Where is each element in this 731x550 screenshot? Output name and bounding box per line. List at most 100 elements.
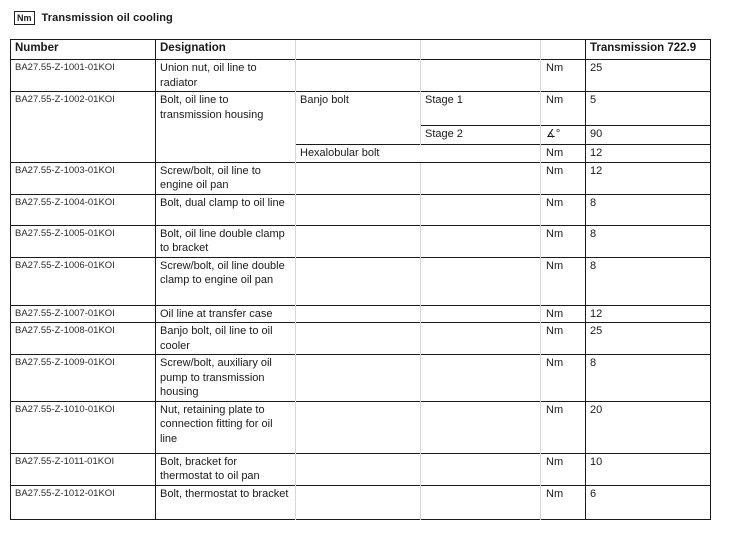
col-header-designation: Designation: [155, 39, 296, 60]
table-header-row: Number Designation Transmission 722.9: [10, 39, 711, 60]
page-title: Transmission oil cooling: [41, 12, 173, 24]
unit-cell: Nm: [540, 161, 586, 194]
designation-cell: Screw/bolt, auxiliary oil pump to transm…: [155, 354, 296, 401]
row-1003: BA27.55-Z-1003-01KOI Screw/bolt, oil lin…: [10, 161, 711, 194]
row-1002-stage2: Stage 2 ∡° 90: [11, 125, 711, 145]
torque-value-cell: 20: [585, 400, 711, 453]
col-header-transmission: Transmission 722.9: [585, 39, 711, 60]
torque-spec-table: Number Designation Transmission 722.9 BA…: [10, 39, 711, 520]
stage-cell: [420, 354, 541, 401]
subdesignation-cell: [295, 452, 421, 485]
unit-cell: Nm: [540, 256, 586, 305]
unit-cell: Nm: [540, 322, 586, 355]
designation-cell: Bolt, dual clamp to oil line: [155, 193, 296, 225]
subdesignation-cell: [295, 224, 421, 257]
part-number-cell: BA27.55-Z-1006-01KOI: [10, 256, 156, 305]
torque-value-cell: 12: [585, 144, 711, 162]
subdesignation-cell: [295, 322, 421, 355]
designation-cell: Oil line at transfer case: [155, 304, 296, 323]
part-number-cell: BA27.55-Z-1005-01KOI: [10, 224, 156, 257]
col-header-number: Number: [10, 39, 156, 60]
row-1005: BA27.55-Z-1005-01KOI Bolt, oil line doub…: [10, 224, 711, 257]
part-number-cell: BA27.55-Z-1001-01KOI: [10, 59, 156, 92]
unit-cell: Nm: [540, 144, 586, 162]
designation-cell: Screw/bolt, oil line to engine oil pan: [155, 161, 296, 194]
part-number-cell: BA27.55-Z-1011-01KOI: [10, 452, 156, 485]
subdesignation-cell: Hexalobular bolt: [295, 144, 541, 162]
subdesignation-cell: [295, 256, 421, 305]
designation-cell: Union nut, oil line to radiator: [155, 59, 296, 92]
stage-cell: [420, 224, 541, 257]
unit-cell: Nm: [540, 354, 586, 401]
row-1011: BA27.55-Z-1011-01KOI Bolt, bracket for t…: [10, 452, 711, 485]
col-header-spacer-3: [540, 39, 586, 60]
stage-cell: [420, 322, 541, 355]
torque-value-cell: 25: [585, 322, 711, 355]
part-number-cell: BA27.55-Z-1007-01KOI: [10, 304, 156, 323]
unit-cell: Nm: [540, 193, 586, 225]
unit-cell: Nm: [540, 304, 586, 323]
subdesignation-cell: [295, 59, 421, 92]
subdesignation-cell: [295, 161, 421, 194]
stage-cell: [420, 400, 541, 453]
row-1008: BA27.55-Z-1008-01KOI Banjo bolt, oil lin…: [10, 322, 711, 355]
unit-cell: Nm: [540, 400, 586, 453]
torque-value-cell: 8: [585, 193, 711, 225]
torque-value-cell: 25: [585, 59, 711, 92]
stage-cell: Stage 2: [420, 125, 541, 145]
part-number-cell: BA27.55-Z-1009-01KOI: [10, 354, 156, 401]
designation-cell: Banjo bolt, oil line to oil cooler: [155, 322, 296, 355]
torque-value-cell: 12: [585, 161, 711, 194]
torque-value-cell: 8: [585, 256, 711, 305]
part-number-cell: BA27.55-Z-1008-01KOI: [10, 322, 156, 355]
row-1007: BA27.55-Z-1007-01KOI Oil line at transfe…: [10, 304, 711, 323]
subdesignation-cell: [295, 193, 421, 225]
row-1009: BA27.55-Z-1009-01KOI Screw/bolt, auxilia…: [10, 354, 711, 401]
designation-cell: Nut, retaining plate to connection fitti…: [155, 400, 296, 453]
stage-cell: [420, 304, 541, 323]
row-1002-hexalobular: Hexalobular bolt Nm 12: [11, 144, 711, 162]
stage-cell: Stage 1: [420, 91, 541, 126]
torque-value-cell: 8: [585, 354, 711, 401]
stage-cell: [420, 452, 541, 485]
row-1002-stage1: BA27.55-Z-1002-01KOI Bolt, oil line to t…: [10, 91, 711, 162]
stage-cell: [420, 161, 541, 194]
part-number-cell: BA27.55-Z-1003-01KOI: [10, 161, 156, 194]
torque-nm-icon: Nm: [14, 11, 35, 25]
col-header-spacer-2: [420, 39, 541, 60]
torque-value-cell: 8: [585, 224, 711, 257]
unit-cell: Nm: [540, 224, 586, 257]
stage-cell: [420, 484, 541, 519]
designation-cell: Bolt, bracket for thermostat to oil pan: [155, 452, 296, 485]
stage-cell: [420, 59, 541, 92]
part-number-cell: BA27.55-Z-1012-01KOI: [10, 484, 156, 519]
col-header-spacer-1: [295, 39, 421, 60]
unit-cell: Nm: [540, 452, 586, 485]
row-1006: BA27.55-Z-1006-01KOI Screw/bolt, oil lin…: [10, 256, 711, 305]
designation-cell: Bolt, oil line double clamp to bracket: [155, 224, 296, 257]
torque-value-cell: 6: [585, 484, 711, 519]
torque-value-cell: 90: [585, 125, 711, 145]
row-1004: BA27.55-Z-1004-01KOI Bolt, dual clamp to…: [10, 193, 711, 225]
document-header: Nm Transmission oil cooling: [14, 10, 731, 26]
unit-cell: Nm: [540, 91, 586, 126]
designation-cell: Screw/bolt, oil line double clamp to eng…: [155, 256, 296, 305]
stage-cell: [420, 193, 541, 225]
subdesignation-cell: [295, 304, 421, 323]
designation-cell: Bolt, oil line to transmission housing: [155, 91, 296, 162]
torque-value-cell: 12: [585, 304, 711, 323]
row-1012: BA27.55-Z-1012-01KOI Bolt, thermostat to…: [10, 484, 711, 519]
torque-value-cell: 10: [585, 452, 711, 485]
stage-cell: [420, 256, 541, 305]
subdesignation-cell: [295, 354, 421, 401]
subdesignation-cell: [295, 400, 421, 453]
angle-unit-cell: ∡°: [540, 125, 586, 145]
part-number-cell: BA27.55-Z-1010-01KOI: [10, 400, 156, 453]
subdesignation-cell: Banjo bolt: [295, 91, 421, 145]
row-1001: BA27.55-Z-1001-01KOI Union nut, oil line…: [10, 59, 711, 92]
part-number-cell: BA27.55-Z-1002-01KOI: [10, 91, 156, 162]
unit-cell: Nm: [540, 484, 586, 519]
designation-cell: Bolt, thermostat to bracket: [155, 484, 296, 519]
row-1010: BA27.55-Z-1010-01KOI Nut, retaining plat…: [10, 400, 711, 453]
subdesignation-cell: [295, 484, 421, 519]
